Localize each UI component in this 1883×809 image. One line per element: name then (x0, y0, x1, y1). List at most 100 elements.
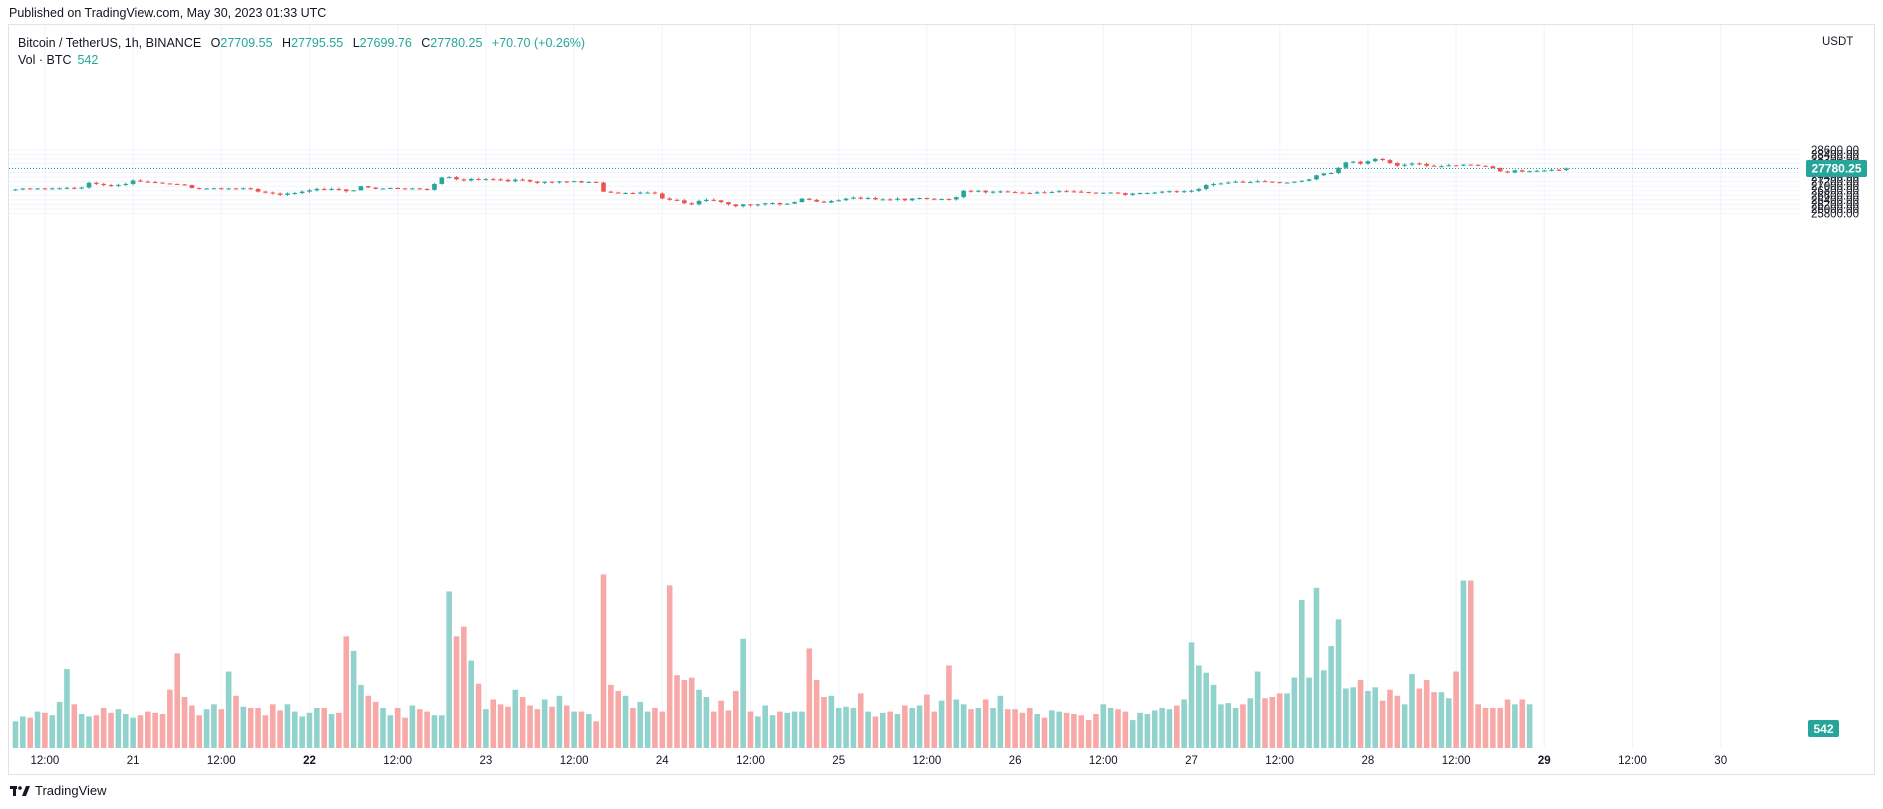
candle-body (410, 188, 415, 190)
x-tick-label: 12:00 (383, 755, 412, 767)
volume-bar (497, 704, 504, 748)
volume-bar (1115, 709, 1121, 748)
volume-bar (1409, 673, 1415, 748)
candle-body (373, 187, 378, 189)
volume-bar (1431, 692, 1437, 748)
candle-body (1218, 183, 1224, 185)
candle-body (1453, 165, 1459, 167)
candle-body (792, 202, 797, 204)
candle-body (1343, 162, 1349, 168)
volume-bar (1107, 707, 1114, 748)
volume-bar (372, 701, 379, 748)
volume-bar (938, 700, 945, 748)
candle-body (990, 191, 996, 193)
candle-body (167, 183, 173, 185)
volume-bar (1365, 690, 1371, 748)
candle-body (1064, 191, 1069, 193)
candle-body (1240, 181, 1246, 183)
candle-body (1071, 191, 1077, 193)
volume-bar (902, 705, 908, 748)
volume-bar (299, 716, 305, 748)
candle-body (1262, 181, 1268, 183)
candle-body (476, 178, 481, 180)
high-label: H (282, 36, 292, 50)
volume-bar (394, 707, 401, 748)
volume-bar (1291, 677, 1298, 748)
volume-bar (1401, 704, 1408, 748)
candle-body (770, 203, 775, 205)
price-axis: USDT 25800.0026000.0026200.0026400.00266… (1811, 36, 1859, 220)
candles (13, 157, 1569, 208)
volume-bar (1313, 587, 1320, 748)
x-tick-label: 22 (303, 755, 316, 767)
candle-body (726, 202, 731, 205)
symbol-label[interactable]: Bitcoin / TetherUS, 1h, BINANCE (18, 36, 202, 50)
candle-body (196, 188, 202, 190)
volume-label[interactable]: Vol · BTC (18, 53, 72, 67)
candle-body (219, 188, 224, 190)
candle-body (608, 191, 614, 193)
candle-body (1027, 193, 1033, 195)
volume-bar (1321, 670, 1327, 748)
volume-row: Vol · BTC 542 (18, 52, 591, 69)
candle-body (255, 188, 261, 192)
candle-body (954, 197, 959, 200)
candle-body (1380, 158, 1385, 161)
candle-body (1145, 193, 1150, 195)
volume-bar (387, 715, 394, 748)
candle-body (601, 182, 606, 192)
candle-body (1519, 170, 1525, 172)
volume-bar (365, 695, 372, 748)
volume-bar (541, 699, 548, 748)
volume-bar (145, 711, 151, 748)
candle-body (307, 190, 312, 192)
volume-bar (1254, 671, 1261, 748)
volume-bar (137, 715, 144, 748)
tradingview-brand[interactable]: TradingView (10, 783, 107, 798)
volume-bar (1144, 714, 1151, 748)
candle-body (579, 181, 584, 183)
volume-bar (784, 712, 791, 748)
candle-body (1512, 170, 1518, 173)
volume-bar (1519, 699, 1526, 748)
x-tick-label: 23 (480, 755, 493, 767)
candle-body (814, 199, 819, 202)
volume-bar (1328, 646, 1334, 748)
candle-body (748, 204, 753, 206)
open-label: O (210, 36, 221, 50)
volume-bar (1512, 704, 1518, 748)
x-tick-label: 12:00 (1618, 755, 1647, 767)
volume-bar (328, 714, 335, 748)
candle-body (1431, 165, 1437, 167)
volume-bar (828, 695, 835, 748)
candle-body (637, 192, 643, 194)
x-tick-label: 25 (832, 755, 845, 767)
x-tick-label: 12:00 (1265, 755, 1294, 767)
candle-body (1086, 192, 1091, 194)
candle-body (1012, 192, 1018, 194)
x-tick-label: 30 (1714, 755, 1727, 767)
candle-body (1490, 166, 1496, 169)
candle-body (682, 200, 687, 204)
candle-body (1137, 193, 1143, 195)
volume-bar (130, 717, 136, 748)
volume-bar (20, 716, 26, 748)
volume-bar (688, 677, 695, 748)
volume-bar (586, 714, 592, 748)
time-axis: 12:00 21 12:00 22 12:00 23 12:00 24 12:00 25 12:00… (31, 755, 1728, 767)
volume-bar (571, 711, 577, 748)
y-tick-label: 26200.00 (1811, 199, 1859, 211)
volume-bar (644, 711, 651, 748)
candle-body (696, 200, 702, 205)
candle-body (851, 197, 856, 199)
volume-bar (666, 585, 673, 748)
volume-bar (1350, 687, 1356, 748)
volume-bar (453, 636, 460, 748)
volume-bar (1218, 704, 1224, 748)
volume-bar (431, 715, 438, 748)
volume-bar (343, 636, 350, 748)
volume-bar (218, 709, 225, 748)
volume-bar (1056, 711, 1062, 748)
volume-bar (461, 626, 467, 748)
